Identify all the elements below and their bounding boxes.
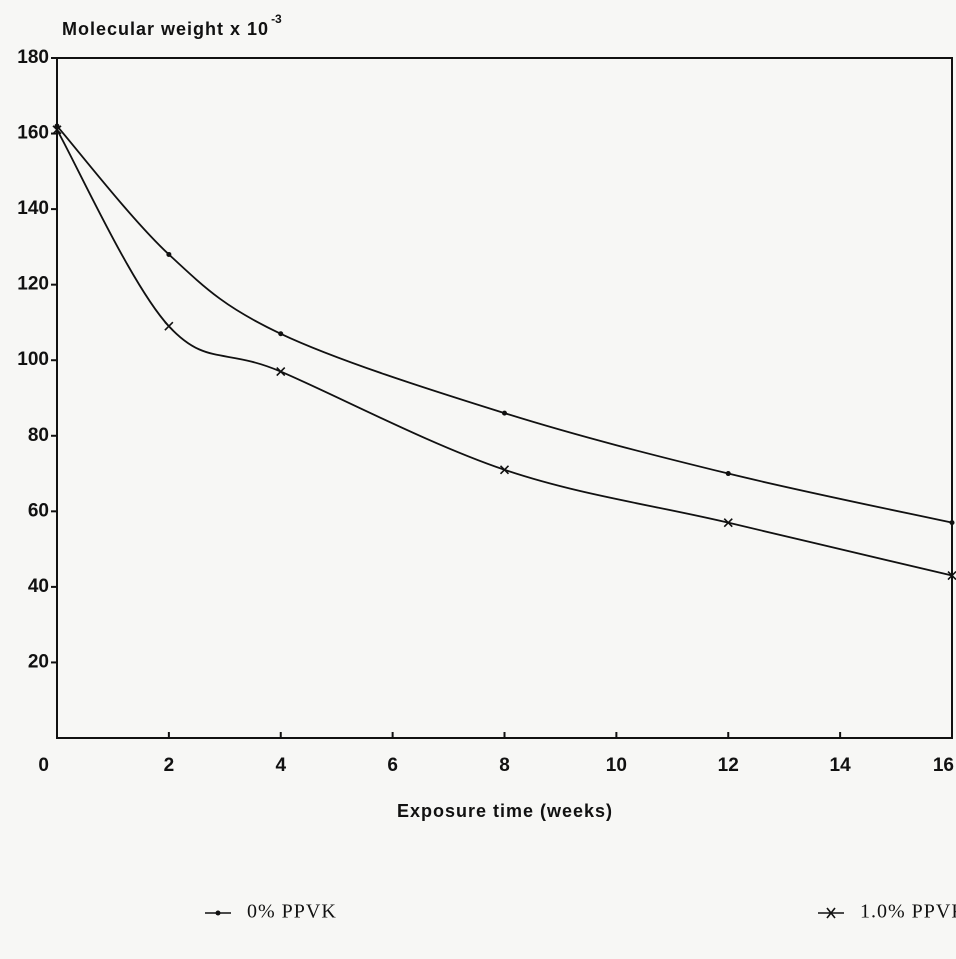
x-tick-label: 8 [499, 755, 510, 776]
legend-label: 0% PPVK [247, 901, 337, 923]
x-tick-label: 10 [606, 755, 627, 776]
legend-label: 1.0% PPVK [860, 901, 956, 923]
y-tick-label: 60 [28, 500, 49, 521]
y-tick-label: 180 [17, 47, 49, 68]
x-tick-label: 4 [275, 755, 286, 776]
data-point [725, 471, 731, 477]
legend-marker [826, 907, 836, 919]
data-point [52, 125, 62, 135]
data-point [164, 321, 174, 331]
y-tick-label: 140 [17, 198, 49, 219]
y-tick-label: 40 [28, 576, 49, 597]
x-tick-label: 6 [387, 755, 398, 776]
data-point [278, 331, 284, 337]
x-tick-label: 14 [830, 755, 852, 776]
data-point [723, 518, 733, 528]
plot-frame [56, 57, 953, 739]
data-point [499, 465, 510, 475]
data-point [502, 410, 507, 416]
y-tick-label: 100 [17, 349, 49, 370]
x-tick-label: 0 [38, 755, 49, 776]
x-tick-label: 2 [164, 755, 175, 776]
data-point [54, 123, 60, 129]
y-axis-label: Molecular weight x 10 [62, 19, 269, 39]
y-tick-label: 160 [17, 123, 49, 144]
y-tick-label: 80 [28, 425, 49, 446]
data-point [949, 520, 955, 526]
legend-marker [215, 910, 221, 916]
data-point [947, 570, 956, 581]
y-tick-label: 120 [17, 274, 49, 295]
data-point [166, 251, 172, 257]
y-tick-label: 20 [28, 651, 49, 672]
data-point [276, 366, 286, 377]
series-line [56, 125, 953, 524]
y-axis-label-exponent: -3 [271, 12, 282, 26]
x-tick-label: 16 [933, 755, 954, 776]
x-axis-label: Exposure time (weeks) [397, 801, 613, 821]
series-line [56, 129, 953, 577]
x-tick-label: 12 [718, 755, 739, 776]
